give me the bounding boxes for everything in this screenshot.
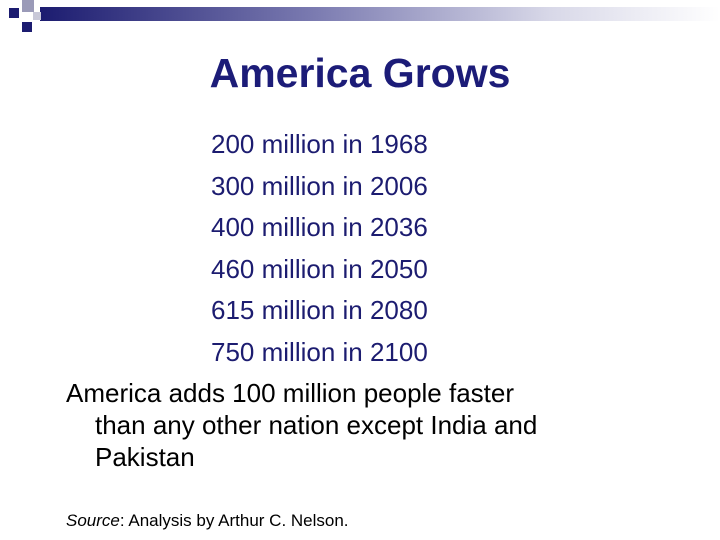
square bbox=[9, 8, 19, 18]
milestone: 300 million in 2006 bbox=[211, 170, 428, 201]
paragraph: America adds 100 million people faster th… bbox=[66, 377, 537, 473]
source-text: : Analysis by Arthur C. Nelson. bbox=[119, 511, 349, 530]
milestone: 200 million in 1968 bbox=[211, 129, 428, 159]
milestone: 400 million in 2036 bbox=[211, 212, 428, 243]
square bbox=[33, 12, 41, 20]
title: America Grows bbox=[209, 50, 511, 96]
milestone-list: 200 million in 1968 300 million in 2006 40… bbox=[211, 124, 428, 374]
paragraph-line: Pakistan bbox=[95, 442, 195, 472]
milestone: 750 million in 2100 bbox=[211, 336, 428, 367]
square bbox=[22, 22, 32, 32]
source: Source: Analysis by Arthur C. Nelson. bbox=[66, 511, 349, 531]
top-bar bbox=[40, 7, 720, 21]
milestone: 615 million in 2080 bbox=[211, 295, 428, 326]
square bbox=[22, 0, 34, 12]
paragraph-line: America adds 100 million people faster bbox=[66, 378, 515, 408]
paragraph-line: than any other nation except India and bbox=[95, 410, 538, 440]
source-label: Source bbox=[66, 511, 120, 530]
milestone: 460 million in 2050 bbox=[211, 253, 428, 284]
